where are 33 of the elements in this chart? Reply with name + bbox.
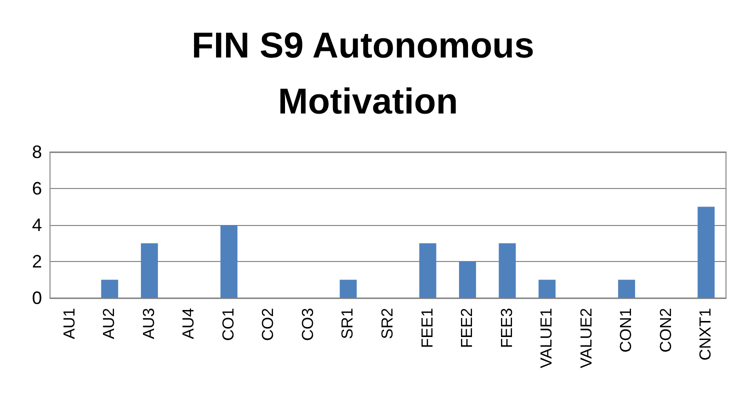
bar: [220, 225, 238, 298]
bar: [101, 280, 118, 298]
x-tick-label: CON2: [658, 308, 675, 352]
y-tick-label: 8: [32, 142, 42, 162]
x-tick-label: FEE2: [459, 308, 476, 348]
x-tick-label: AU3: [140, 308, 158, 340]
bar: [419, 243, 436, 298]
y-tick-label: 4: [32, 215, 42, 235]
y-tick-label: 0: [32, 288, 42, 308]
x-tick-label: CO3: [300, 308, 317, 341]
x-tick-label: CO2: [260, 308, 278, 341]
x-tick-label: CON1: [618, 308, 636, 352]
bar: [340, 280, 357, 298]
bar: [459, 262, 476, 298]
bar: [140, 243, 158, 298]
y-tick-label: 6: [32, 178, 42, 198]
bar: [498, 243, 516, 298]
chart-title: FIN S9 Autonomous Motivation: [192, 24, 544, 122]
x-tick-label: AU4: [180, 308, 198, 340]
x-tick-label: SR1: [340, 308, 357, 340]
x-tick-label: VALUE1: [538, 308, 556, 368]
x-tick-label: AU1: [61, 308, 78, 340]
bar: [538, 280, 556, 298]
x-tick-label: CO1: [220, 308, 238, 341]
bar: [698, 206, 715, 298]
x-tick-label: SR2: [380, 308, 396, 340]
x-tick-label: FEE3: [498, 308, 516, 348]
x-tick-label: CNXT1: [698, 308, 715, 360]
x-tick-label: AU2: [101, 308, 118, 340]
x-tick-label: VALUE2: [578, 308, 596, 368]
x-tick-label: FEE1: [419, 308, 436, 348]
y-tick-label: 2: [32, 252, 42, 272]
bar: [618, 280, 636, 298]
